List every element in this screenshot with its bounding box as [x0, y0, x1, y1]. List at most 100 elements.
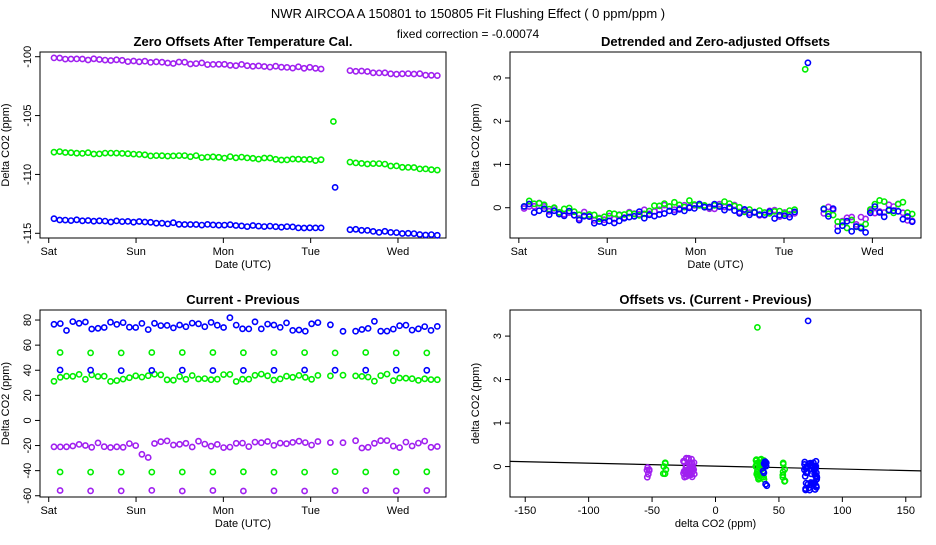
data-point — [427, 71, 435, 79]
data-point — [880, 198, 888, 205]
data-point — [393, 229, 400, 236]
data-point — [238, 222, 245, 230]
data-point — [427, 166, 435, 174]
data-point — [119, 319, 127, 326]
data-point — [820, 205, 828, 213]
x-tick-label: -150 — [514, 505, 536, 517]
data-point — [148, 486, 156, 494]
y-tick-label: 2 — [492, 118, 504, 124]
data-point — [175, 220, 183, 228]
data-point — [264, 372, 271, 380]
data-point — [87, 487, 94, 495]
data-point — [63, 327, 70, 334]
data-point — [125, 374, 133, 382]
data-point — [144, 372, 152, 380]
data-point — [266, 154, 274, 162]
data-point — [198, 221, 206, 229]
data-point — [377, 327, 385, 335]
plot-title: Detrended and Zero-adjusted Offsets — [601, 34, 830, 49]
data-point — [221, 60, 228, 68]
data-point — [239, 325, 246, 333]
data-point — [317, 224, 325, 232]
plots-group: Zero Offsets After Temperature Cal. Sat Su… — [0, 34, 922, 530]
data-point — [358, 67, 365, 75]
data-point — [433, 376, 441, 384]
outlier-point — [804, 59, 812, 67]
data-point — [266, 222, 274, 230]
data-point — [317, 65, 325, 73]
data-point — [276, 375, 284, 383]
data-point — [238, 61, 245, 68]
data-point — [289, 326, 297, 334]
data-point — [100, 324, 108, 331]
data-point — [119, 375, 127, 383]
data-point — [422, 165, 429, 173]
outlier-point — [754, 323, 761, 331]
data-point — [362, 468, 370, 476]
data-point — [876, 209, 883, 216]
data-point — [73, 55, 81, 63]
plot-current-previous: Current - Previous Sat Sun Mon Tue Wed -60 -40 -… — [0, 292, 447, 530]
data-point — [147, 152, 154, 160]
data-point — [691, 204, 698, 212]
data-point — [117, 367, 125, 374]
data-point — [810, 466, 818, 474]
data-point — [181, 58, 189, 66]
data-point — [251, 371, 259, 379]
data-point — [761, 458, 769, 466]
data-point — [339, 439, 347, 447]
data-point — [119, 443, 127, 451]
data-point — [270, 468, 278, 476]
data-point — [56, 487, 64, 494]
data-point — [101, 217, 109, 225]
data-point — [56, 349, 64, 356]
x-tick-label: Sun — [126, 246, 146, 258]
data-point — [158, 219, 166, 227]
x-tick-label: Wed — [387, 505, 409, 517]
data-point — [169, 324, 177, 332]
data-point — [779, 460, 787, 468]
data-point — [402, 321, 410, 329]
data-point — [138, 450, 146, 458]
data-point — [107, 57, 115, 64]
data-point — [201, 375, 209, 382]
data-point — [771, 215, 778, 222]
y-axis-label: delta CO2 (ppm) — [470, 363, 482, 444]
plot-frame — [39, 51, 447, 239]
data-point — [257, 325, 265, 333]
data-point — [393, 70, 400, 78]
data-point — [232, 439, 240, 447]
data-point — [245, 443, 253, 450]
data-point — [260, 154, 268, 162]
data-point — [118, 218, 126, 225]
data-point — [204, 153, 211, 161]
data-point — [423, 349, 431, 357]
data-point — [270, 376, 278, 384]
data-point — [404, 70, 412, 77]
data-point — [362, 487, 370, 494]
data-point — [294, 224, 302, 232]
data-point — [232, 222, 240, 229]
data-point — [56, 443, 64, 451]
data-point — [813, 472, 821, 480]
data-point — [198, 59, 206, 67]
data-point — [158, 152, 166, 160]
data-point — [107, 149, 115, 157]
data-point — [375, 69, 383, 77]
data-point — [226, 443, 234, 451]
data-point — [326, 439, 334, 446]
data-point — [358, 159, 365, 167]
data-point — [163, 321, 171, 329]
data-point — [178, 487, 186, 495]
data-point — [100, 443, 108, 451]
plot-zero-offsets: Zero Offsets After Temperature Cal. Sat Su… — [0, 34, 447, 271]
data-point — [181, 221, 189, 228]
data-point — [671, 198, 678, 206]
data-point — [352, 372, 359, 380]
data-point — [239, 468, 247, 476]
data-point — [377, 372, 385, 379]
data-point — [251, 318, 259, 326]
data-point — [808, 479, 816, 487]
data-point — [63, 372, 70, 380]
data-point — [904, 213, 911, 220]
